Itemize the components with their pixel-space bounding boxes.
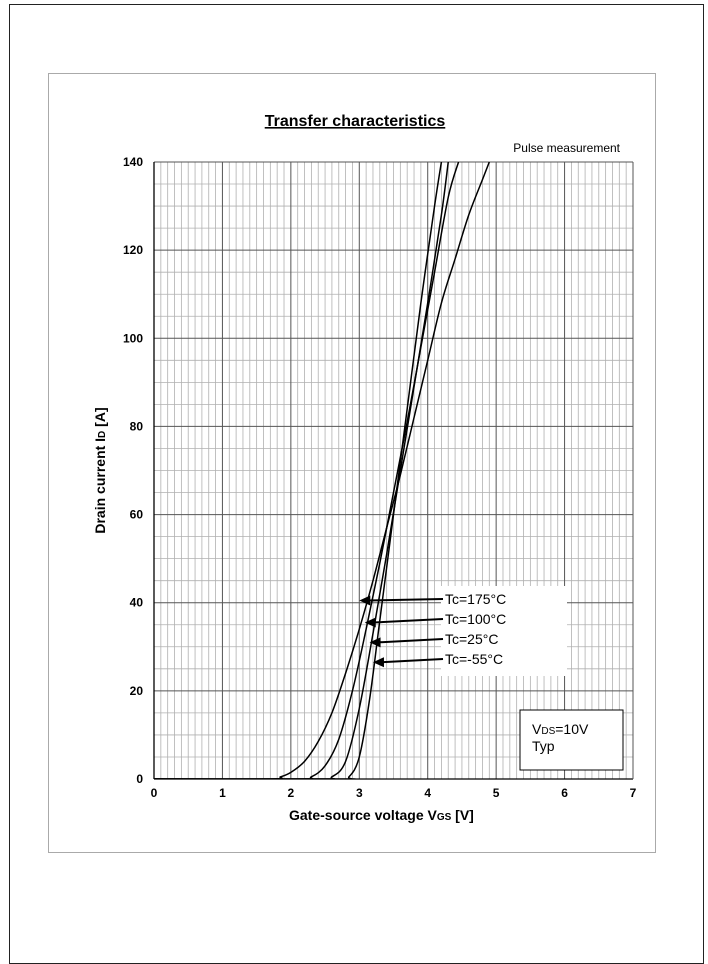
- annotation-label-3: Tc=-55°C: [445, 651, 503, 667]
- x-tick-label: 2: [288, 786, 295, 800]
- chart-note: Pulse measurement: [513, 141, 620, 155]
- x-tick-label: 4: [424, 786, 431, 800]
- annotation-arrow-line: [380, 658, 444, 664]
- series-line-1: [154, 162, 460, 779]
- y-axis-label: Drain current ID [A]: [92, 407, 108, 533]
- x-tick-label: 0: [151, 786, 158, 800]
- series-line-0: [154, 162, 490, 779]
- annotation-label-1: Tc=100°C: [445, 611, 506, 627]
- annotation-arrow-line: [377, 638, 444, 644]
- x-tick-label: 6: [561, 786, 568, 800]
- x-tick-label: 7: [630, 786, 637, 800]
- y-tick-label: 0: [136, 772, 143, 786]
- y-tick-label: 60: [130, 508, 144, 522]
- y-tick-label: 140: [123, 155, 143, 169]
- conditions-line-vds: VDS=10V: [532, 721, 589, 737]
- annotation-arrowhead: [369, 637, 381, 648]
- annotation-arrow-line: [367, 598, 444, 602]
- conditions-line-typ: Typ: [532, 738, 555, 754]
- annotation-arrowhead: [364, 617, 376, 628]
- y-tick-label: 100: [123, 331, 143, 345]
- annotation-box: [441, 586, 567, 676]
- annotation-arrowhead: [372, 657, 384, 668]
- y-tick-label: 80: [130, 419, 144, 433]
- grid-layer: [154, 161, 634, 779]
- chart-title: Transfer characteristics: [265, 113, 446, 130]
- annotation-arrowhead: [359, 595, 371, 606]
- y-tick-label: 120: [123, 243, 143, 257]
- x-tick-label: 5: [493, 786, 500, 800]
- x-tick-label: 1: [219, 786, 226, 800]
- series-layer: [154, 162, 490, 779]
- chart-panel: Transfer characteristics Pulse measureme…: [48, 73, 656, 853]
- transfer-characteristics-chart: Transfer characteristics Pulse measureme…: [92, 113, 637, 823]
- annotation-label-2: Tc=25°C: [445, 631, 498, 647]
- conditions-box: [519, 709, 624, 771]
- annotation-layer: Tc=175°C Tc=100°C Tc=25°C Tc=-55°C: [359, 586, 567, 676]
- y-tick-label: 20: [130, 684, 144, 698]
- series-line-3: [154, 162, 443, 779]
- x-axis-label: Gate-source voltage VGS [V]: [289, 807, 474, 823]
- y-tick-label: 40: [130, 596, 144, 610]
- annotation-arrow-line: [372, 618, 444, 624]
- annotation-label-0: Tc=175°C: [445, 591, 506, 607]
- x-tick-label: 3: [356, 786, 363, 800]
